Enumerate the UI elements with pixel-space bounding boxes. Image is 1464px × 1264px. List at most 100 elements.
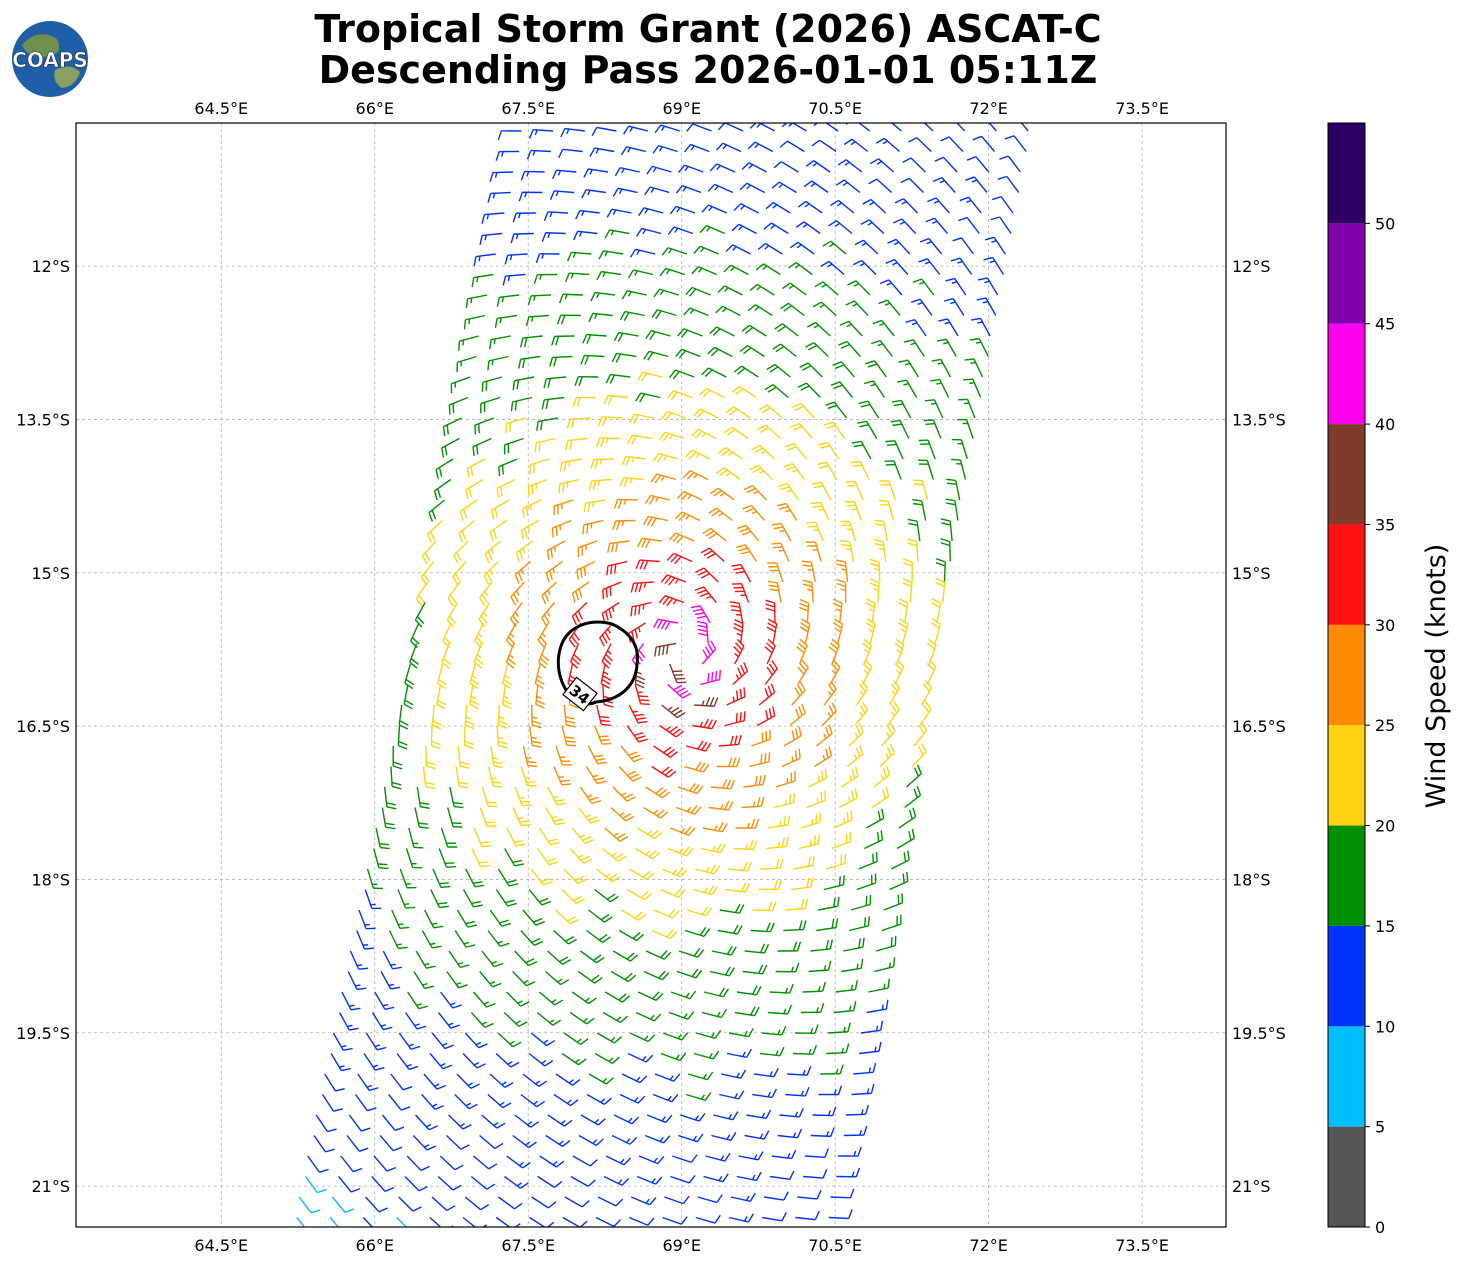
wind-barb	[806, 521, 824, 542]
wind-barb	[618, 929, 645, 942]
wind-barb	[784, 443, 808, 460]
wind-barb	[332, 1032, 353, 1052]
wind-barb	[452, 561, 467, 586]
x-tick-label-top: 72°E	[969, 99, 1007, 118]
wind-barb	[428, 499, 445, 522]
wind-barb	[481, 1114, 506, 1129]
colorbar-segment	[1328, 725, 1365, 826]
wind-barb	[764, 384, 789, 399]
colorbar-segment	[1328, 223, 1365, 324]
wind-barb	[678, 947, 705, 958]
wind-barb	[474, 622, 485, 649]
wind-barb	[858, 851, 878, 870]
wind-barb	[577, 540, 598, 558]
wind-barb	[506, 1155, 531, 1169]
wind-barb	[913, 722, 928, 747]
wind-barb	[744, 1130, 770, 1140]
wind-barb	[874, 957, 896, 973]
wind-barb	[783, 920, 807, 932]
wind-barb	[448, 1114, 472, 1130]
wind-barb	[627, 1052, 654, 1063]
wind-barb	[396, 1216, 420, 1227]
wind-barb	[797, 659, 809, 685]
wind-barb	[590, 291, 615, 302]
wind-barb	[884, 460, 902, 480]
wind-barb	[723, 426, 749, 440]
wind-barb	[629, 868, 655, 880]
wind-barb	[496, 294, 520, 307]
wind-barb	[781, 748, 801, 768]
wind-barb	[474, 417, 494, 435]
wind-barb	[873, 539, 887, 562]
wind-barb	[610, 970, 637, 983]
wind-barb	[505, 417, 526, 433]
wind-barb	[357, 1073, 379, 1092]
wind-barb	[466, 458, 486, 478]
wind-barb	[653, 288, 679, 298]
wind-barb	[930, 618, 941, 644]
wind-barb	[618, 766, 642, 782]
wind-barb	[674, 511, 701, 522]
wind-barb	[514, 786, 532, 807]
wind-barb	[473, 827, 492, 848]
wind-barb	[785, 899, 809, 911]
wind-barb	[707, 346, 733, 358]
wind-barb	[723, 264, 749, 276]
wind-barb	[907, 518, 921, 542]
wind-barb	[956, 123, 966, 132]
wind-barb	[845, 1104, 870, 1116]
wind-barb	[905, 318, 927, 337]
wind-barb	[573, 230, 598, 241]
wind-barb	[661, 867, 688, 878]
x-tick-label-bottom: 73.5°E	[1115, 1236, 1169, 1255]
wind-barb	[701, 640, 717, 665]
wind-barb	[539, 1155, 565, 1168]
wind-barb	[767, 1004, 793, 1015]
wind-barb	[515, 540, 534, 562]
wind-barb	[594, 888, 619, 903]
wind-barb	[628, 1216, 655, 1226]
wind-barb	[717, 447, 743, 460]
wind-barb	[581, 188, 606, 199]
wind-barb	[528, 725, 542, 748]
wind-barb	[564, 272, 590, 283]
wind-barb	[458, 519, 475, 543]
wind-barb	[758, 880, 783, 891]
wind-barb	[456, 909, 478, 928]
wind-barb	[435, 458, 454, 479]
x-tick-label-bottom: 72°E	[969, 1236, 1007, 1255]
colorbar-frame	[1327, 122, 1366, 1228]
wind-barb	[534, 437, 556, 453]
wind-barb	[725, 406, 751, 419]
wind-barb	[715, 305, 741, 317]
wind-barb	[839, 788, 858, 809]
wind-barb	[612, 950, 639, 962]
wind-barb	[823, 680, 837, 706]
wind-barb	[708, 800, 734, 811]
y-tick-label-right: 12°S	[1232, 257, 1271, 276]
wind-barb	[479, 971, 502, 988]
wind-barb	[835, 980, 858, 993]
wind-barb	[543, 211, 568, 222]
wind-barb	[503, 1011, 528, 1027]
y-tick-label-left: 13.5°S	[16, 410, 70, 429]
wind-barb	[800, 812, 821, 829]
wind-barb	[346, 1135, 369, 1152]
wind-barb	[814, 281, 839, 296]
wind-barb	[574, 376, 599, 386]
wind-barb	[779, 1107, 804, 1118]
wind-barb	[536, 417, 558, 431]
wind-barb	[557, 1238, 581, 1248]
wind-barb	[527, 294, 552, 306]
wind-barb	[463, 314, 486, 330]
wind-barb	[791, 681, 806, 706]
wind-barb	[756, 1233, 780, 1241]
wind-barb	[454, 930, 476, 948]
wind-barb	[686, 906, 713, 917]
wind-barb	[347, 971, 367, 991]
colorbar-segment	[1328, 123, 1365, 224]
colorbar-segment	[1328, 825, 1365, 926]
colorbar-segment	[1328, 1126, 1365, 1227]
wind-barb	[613, 331, 639, 342]
wind-barb	[430, 889, 449, 909]
